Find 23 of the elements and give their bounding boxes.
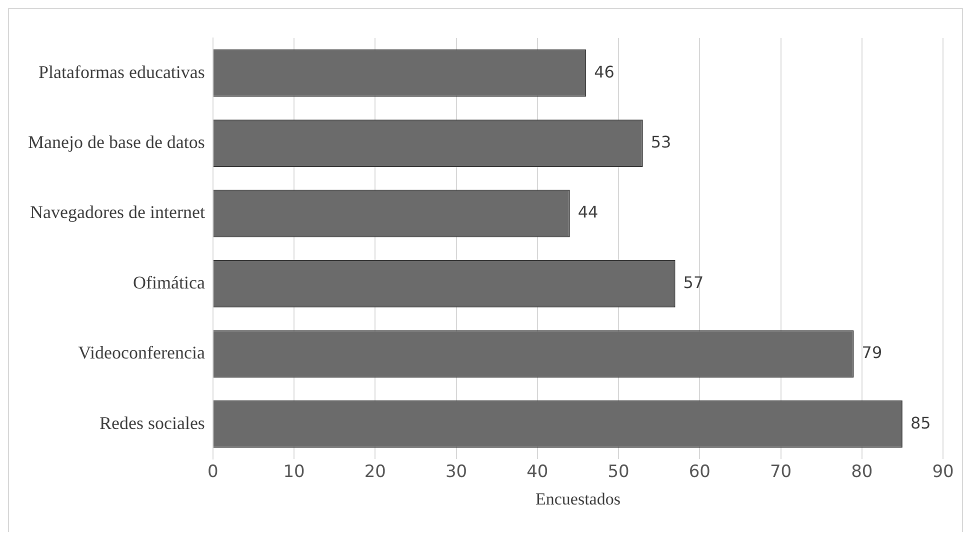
y-tick-label: Manejo de base de datos [28, 132, 205, 152]
x-tick-label: 30 [445, 462, 468, 482]
data-label: 57 [683, 272, 704, 292]
data-label: 53 [650, 132, 672, 152]
y-tick-label: Redes sociales [99, 412, 205, 433]
x-tick-label: 50 [608, 462, 630, 482]
x-tick-label: 40 [526, 462, 548, 482]
y-tick-label: Videoconferencia [78, 342, 205, 363]
y-tick-label: Plataformas educativas [38, 62, 205, 82]
data-label: 46 [594, 62, 614, 82]
data-label: 79 [862, 343, 882, 362]
x-tick-label: 80 [851, 462, 873, 482]
x-tick-label: 90 [932, 462, 954, 482]
x-axis-title: Encuestados [535, 489, 620, 508]
y-tick-label: Ofimática [132, 272, 205, 292]
data-label: 44 [578, 202, 598, 222]
y-tick-label: Navegadores de internet [30, 202, 205, 222]
x-tick-label: 60 [688, 462, 710, 482]
data-label: 85 [910, 413, 931, 432]
x-tick-label: 0 [208, 462, 218, 482]
x-tick-label: 10 [283, 462, 305, 482]
x-tick-label: 70 [770, 462, 792, 482]
x-tick-label: 20 [364, 462, 386, 482]
